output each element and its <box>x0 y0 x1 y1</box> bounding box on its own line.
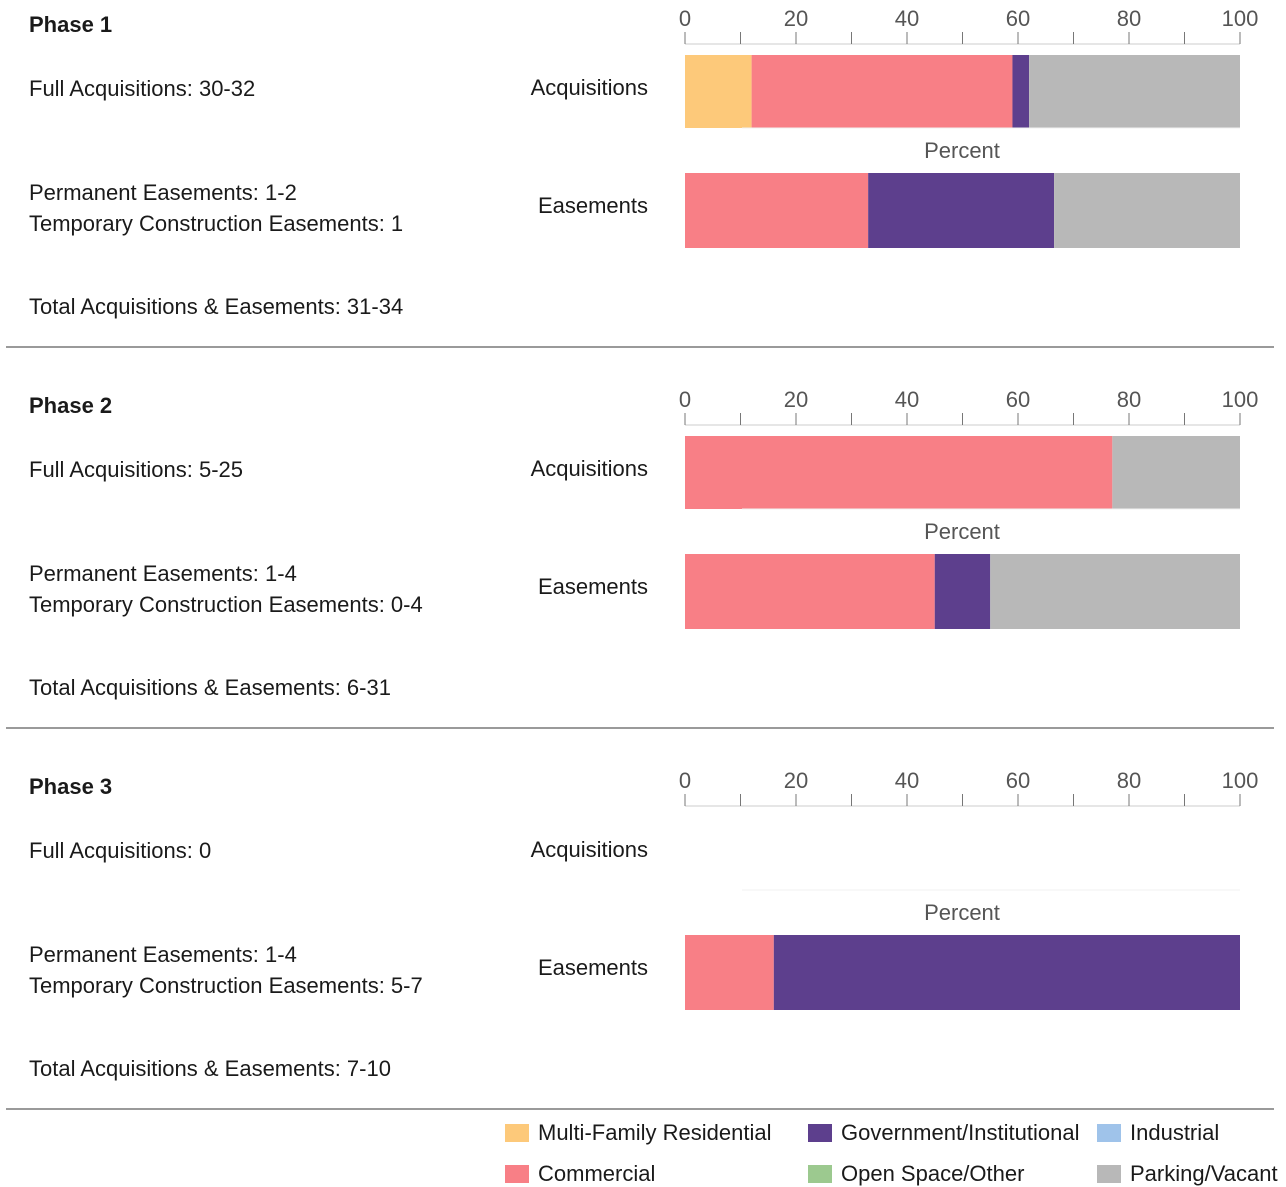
row-label-acquisitions: Acquisitions <box>530 75 648 100</box>
legend: Multi-Family Residential Government/Inst… <box>0 1118 1286 1187</box>
bar-segment-multi-family-residential <box>685 55 752 128</box>
legend-swatch <box>1097 1124 1121 1142</box>
x-tick-label: 20 <box>784 387 808 412</box>
bar-segment-government-institutional <box>773 935 1240 1010</box>
bar-segment-government-institutional <box>1012 55 1030 128</box>
x-tick-label: 60 <box>1006 768 1030 793</box>
x-tick-label: 0 <box>679 6 691 31</box>
x-tick-label: 60 <box>1006 6 1030 31</box>
phase-1-panel: Phase 1 Full Acquisitions: 30-32 Permane… <box>0 0 1286 381</box>
row-label-easements: Easements <box>537 955 648 980</box>
total-text: Total Acquisitions & Easements: 7-10 <box>29 1056 391 1081</box>
total-text: Total Acquisitions & Easements: 31-34 <box>29 294 404 319</box>
bar-segment-commercial <box>685 436 1113 509</box>
phase-divider <box>6 346 1274 348</box>
full-acquisitions-text: Full Acquisitions: 5-25 <box>29 457 243 482</box>
x-tick-label: 80 <box>1117 6 1141 31</box>
phase-divider <box>6 1108 1274 1110</box>
temporary-easements-text: Temporary Construction Easements: 5-7 <box>29 973 423 998</box>
x-tick-label: 80 <box>1117 768 1141 793</box>
bar-segment-parking-vacant <box>990 554 1240 629</box>
legend-label: Government/Institutional <box>841 1120 1080 1145</box>
x-tick-label: 60 <box>1006 387 1030 412</box>
temporary-easements-text: Temporary Construction Easements: 1 <box>29 211 404 236</box>
row-label-acquisitions: Acquisitions <box>530 456 648 481</box>
x-tick-label: 0 <box>679 387 691 412</box>
bar-segment-parking-vacant <box>1112 436 1240 509</box>
permanent-easements-text: Permanent Easements: 1-2 <box>29 180 297 205</box>
permanent-easements-text: Permanent Easements: 1-4 <box>29 942 297 967</box>
axis-label-percent: Percent <box>924 519 1000 544</box>
x-tick-label: 100 <box>1222 6 1259 31</box>
phase-2-panel: Phase 2 Full Acquisitions: 5-25 Permanen… <box>0 381 1286 762</box>
legend-item: Government/Institutional <box>808 1120 1079 1146</box>
bar-segment-government-institutional <box>934 554 991 629</box>
legend-swatch <box>505 1165 529 1183</box>
legend-item: Multi-Family Residential <box>505 1120 772 1146</box>
x-tick-label: 80 <box>1117 387 1141 412</box>
permanent-easements-text: Permanent Easements: 1-4 <box>29 561 297 586</box>
phase-title: Phase 2 <box>29 393 113 418</box>
row-label-easements: Easements <box>537 193 648 218</box>
phase-2-chart: 0 20 40 60 80 100 Percent <box>679 387 1259 629</box>
full-acquisitions-text: Full Acquisitions: 30-32 <box>29 76 256 101</box>
bar-segment-commercial <box>685 554 935 629</box>
legend-label: Parking/Vacant <box>1130 1161 1278 1186</box>
phase-title: Phase 1 <box>29 12 113 37</box>
row-label-acquisitions: Acquisitions <box>530 837 648 862</box>
legend-swatch <box>505 1124 529 1142</box>
temporary-easements-text: Temporary Construction Easements: 0-4 <box>29 592 423 617</box>
x-tick-label: 20 <box>784 768 808 793</box>
legend-item: Industrial <box>1097 1120 1219 1146</box>
phase-1-chart: 0 20 40 60 80 100 Percent <box>679 6 1259 248</box>
x-tick-label: 0 <box>679 768 691 793</box>
phase-3-chart: 0 20 40 60 80 100 Percent <box>679 768 1259 1010</box>
legend-swatch <box>808 1124 832 1142</box>
phase-3-panel: Phase 3 Full Acquisitions: 0 Permanent E… <box>0 762 1286 1143</box>
x-tick-label: 40 <box>895 387 919 412</box>
bar-segment-commercial <box>685 935 774 1010</box>
phase-title: Phase 3 <box>29 774 113 799</box>
total-text: Total Acquisitions & Easements: 6-31 <box>29 675 391 700</box>
full-acquisitions-text: Full Acquisitions: 0 <box>29 838 212 863</box>
legend-item: Commercial <box>505 1161 655 1187</box>
x-tick-label: 40 <box>895 768 919 793</box>
legend-swatch <box>808 1165 832 1183</box>
row-label-easements: Easements <box>537 574 648 599</box>
axis-label-percent: Percent <box>924 900 1000 925</box>
bar-segment-parking-vacant <box>1029 55 1240 128</box>
bar-segment-government-institutional <box>868 173 1055 248</box>
legend-swatch <box>1097 1165 1121 1183</box>
legend-item: Open Space/Other <box>808 1161 1024 1187</box>
x-tick-label: 100 <box>1222 387 1259 412</box>
legend-label: Commercial <box>538 1161 656 1186</box>
bar-segment-commercial <box>685 173 869 248</box>
legend-item: Parking/Vacant <box>1097 1161 1278 1187</box>
x-tick-label: 20 <box>784 6 808 31</box>
bar-segment-parking-vacant <box>1054 173 1240 248</box>
phase-divider <box>6 727 1274 729</box>
legend-label: Industrial <box>1130 1120 1220 1145</box>
bar-segment-commercial <box>751 55 1013 128</box>
axis-label-percent: Percent <box>924 138 1000 163</box>
x-tick-label: 100 <box>1222 768 1259 793</box>
legend-label: Open Space/Other <box>841 1161 1025 1186</box>
legend-label: Multi-Family Residential <box>538 1120 772 1145</box>
x-tick-label: 40 <box>895 6 919 31</box>
